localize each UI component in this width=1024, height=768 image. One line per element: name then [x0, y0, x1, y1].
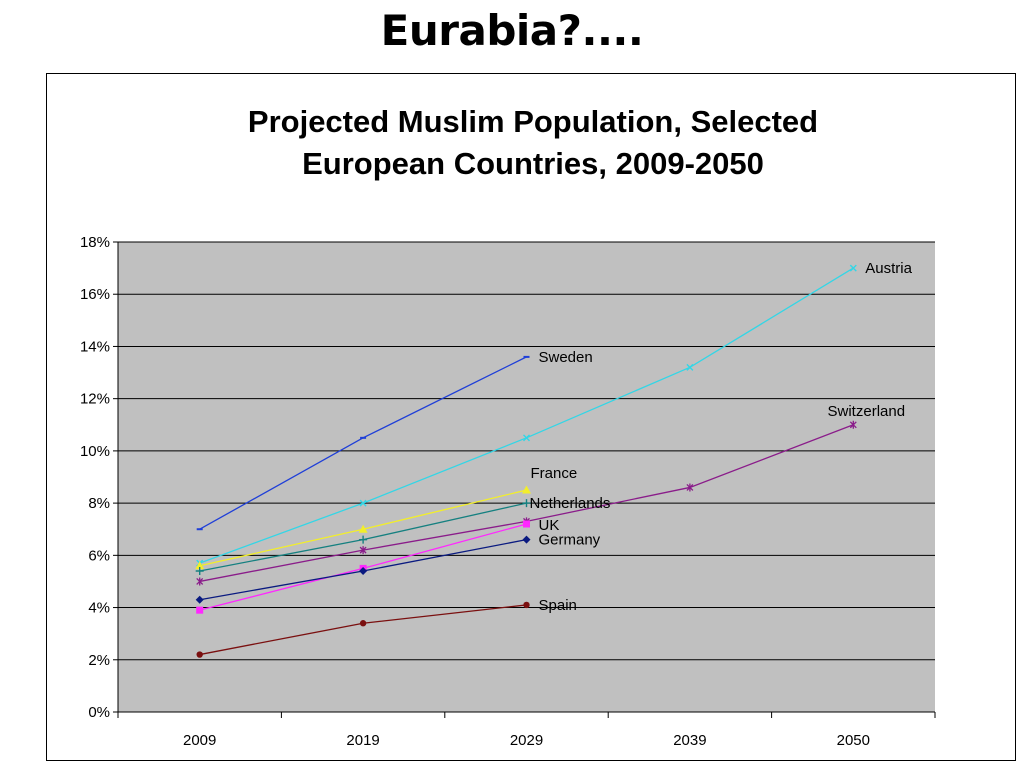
series-spain [196, 601, 530, 658]
data-point [686, 483, 694, 492]
data-point [195, 567, 204, 575]
data-point [358, 524, 368, 533]
data-point [686, 363, 694, 371]
data-point [523, 434, 530, 442]
data-point [523, 520, 530, 528]
data-point [195, 595, 204, 604]
series-label-spain: Spain [539, 597, 577, 614]
series-label-germany: Germany [539, 532, 601, 549]
y-tick-label: 12% [80, 391, 110, 408]
gridlines [118, 241, 935, 661]
y-tick-label: 4% [88, 600, 110, 617]
series-germany [195, 535, 531, 604]
y-tick-label: 6% [88, 547, 110, 564]
data-point [359, 535, 368, 544]
data-point [522, 535, 531, 544]
y-tick-label: 10% [80, 443, 110, 460]
y-tick-label: 14% [80, 338, 110, 355]
data-point [522, 485, 531, 494]
slide-title: Eurabia?.... [380, 6, 644, 55]
data-point [849, 264, 857, 272]
x-tick-label: 2050 [837, 732, 870, 749]
data-point [196, 651, 203, 658]
y-tick-label: 18% [80, 234, 110, 251]
data-point [849, 420, 857, 429]
series-france [195, 485, 531, 570]
y-tick-label: 8% [88, 495, 110, 512]
axes: 0% 2% 4% 6% 8% 10% 12% 14% 16% 18% 2009 2019 2029 203… [80, 234, 936, 749]
y-tick-label: 2% [88, 652, 110, 669]
line-chart: Projected Muslim Population, Selected Eu… [80, 104, 936, 749]
chart-frame: Projected Muslim Population, Selected Eu… [46, 73, 1016, 761]
series-label-france: France [531, 465, 578, 482]
y-tick-label: 0% [88, 704, 110, 721]
chart-title-line-2: European Countries, 2009-2050 [302, 146, 764, 181]
series-label-uk: UK [539, 517, 560, 534]
y-tick-label: 16% [80, 286, 110, 303]
series-labels: Sweden Austria Switzerland France Netherland… [530, 260, 913, 614]
chart-title: Projected Muslim Population, Selected Eu… [248, 104, 818, 181]
series-layer [195, 264, 857, 658]
data-point [196, 577, 204, 586]
data-point [523, 601, 530, 609]
x-tick-label: 2009 [183, 732, 216, 749]
series-netherlands [195, 499, 531, 575]
x-tick-label: 2019 [346, 732, 379, 749]
plot-area [118, 242, 935, 712]
data-point [359, 620, 367, 627]
series-label-switzerland: Switzerland [828, 403, 906, 420]
data-point [359, 546, 367, 555]
data-point [359, 499, 367, 507]
series-label-netherlands: Netherlands [530, 495, 611, 512]
series-austria [196, 264, 857, 567]
data-point [195, 561, 205, 570]
x-tick-label: 2039 [673, 732, 706, 749]
chart-title-line-1: Projected Muslim Population, Selected [248, 104, 818, 139]
series-label-austria: Austria [865, 260, 912, 277]
series-sweden [196, 355, 530, 531]
data-point [196, 606, 204, 614]
series-label-sweden: Sweden [539, 349, 593, 366]
x-tick-label: 2029 [510, 732, 543, 749]
data-point [522, 499, 531, 508]
data-point [359, 567, 368, 575]
